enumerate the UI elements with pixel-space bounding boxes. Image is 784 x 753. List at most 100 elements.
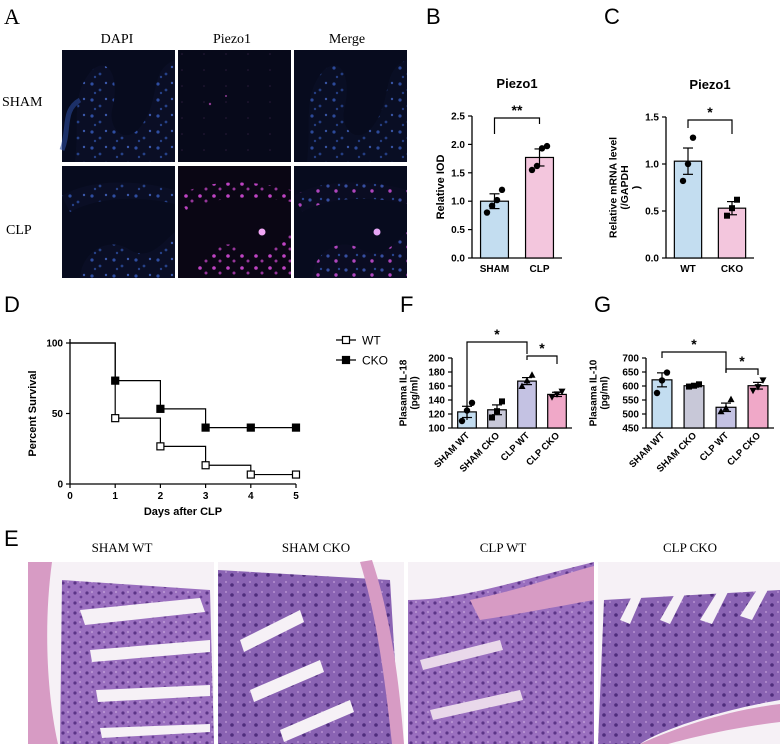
y-tick-label: 450 (622, 424, 639, 435)
y-tick-label: 0 (57, 480, 63, 491)
x-tick-label: CLP CKO (725, 430, 763, 468)
data-point (689, 134, 697, 141)
histology-row (28, 560, 780, 744)
panel-e-letter: E (4, 526, 19, 551)
survival-point-wt (111, 414, 120, 423)
panel-e-caption-sham-wt: SHAM WT (92, 540, 153, 555)
y-tick-label: 700 (622, 354, 639, 365)
x-tick-label: SHAM (480, 264, 509, 275)
data-point (734, 196, 740, 203)
data-point (493, 196, 501, 204)
histology-clp-wt (408, 562, 594, 744)
significance-bracket (687, 119, 733, 134)
x-tick-label: 2 (158, 491, 164, 502)
significance-bracket (661, 351, 727, 372)
micrograph-sham-merge (294, 50, 407, 162)
y-tick-label: 0.5 (451, 225, 465, 236)
panel-a-row-sham: SHAM (2, 95, 43, 110)
data-point (691, 382, 697, 389)
micrograph-clp-merge (294, 166, 407, 278)
panel-g-letter: G (594, 292, 611, 317)
legend-marker (341, 355, 351, 365)
data-point (696, 381, 702, 388)
legend-label-wt: WT (362, 334, 381, 348)
data-point (468, 399, 476, 406)
data-point (543, 142, 551, 150)
data-point (548, 394, 556, 401)
legend-marker (341, 335, 351, 345)
micrograph-clp-piezo1 (178, 166, 291, 278)
y-tick-label: 0.5 (645, 207, 659, 218)
chart-title: Piezo1 (496, 76, 537, 91)
y-tick-label: 500 (622, 410, 639, 421)
data-point (722, 404, 730, 411)
data-point (749, 387, 757, 395)
histology-clp-cko (598, 562, 780, 744)
panel-d-letter: D (4, 292, 20, 317)
data-point (528, 166, 536, 174)
data-point (533, 162, 541, 170)
bar-wt (673, 160, 703, 259)
significance-label: * (539, 340, 545, 356)
significance-bracket (466, 341, 528, 420)
y-tick-label: 50 (52, 409, 64, 420)
significance-bracket (526, 355, 558, 364)
micrograph-clp-dapi (62, 166, 175, 278)
significance-label: * (707, 104, 713, 120)
y-tick-label: 180 (428, 368, 445, 379)
panel-a-col-dapi: DAPI (101, 32, 134, 47)
significance-label: * (494, 326, 500, 342)
significance-bracket (725, 368, 759, 375)
y-tick-label: 650 (622, 368, 639, 379)
data-point (724, 212, 730, 219)
x-tick-label: WT (680, 264, 696, 275)
y-tick-label: 2.0 (451, 140, 465, 151)
y-tick-label: 100 (428, 424, 445, 435)
data-point (727, 395, 735, 403)
data-point (663, 369, 671, 376)
bar-clp-cko (747, 385, 769, 429)
y-tick-label: 100 (46, 339, 63, 350)
micrograph-sham-piezo1 (178, 50, 291, 162)
y-tick-label: 160 (428, 382, 445, 393)
chart-c: 0.0 0.5 1.0 1.5 Piezo1 Relative mRNA level(/G… (607, 77, 754, 275)
data-point (553, 391, 561, 398)
significance-label: * (691, 336, 697, 352)
y-axis-label: Percent Survival (27, 370, 39, 456)
data-point (498, 186, 506, 194)
survival-point-wt (201, 461, 210, 470)
panel-e-caption-sham-cko: SHAM CKO (282, 540, 350, 555)
x-tick-label: CKO (721, 264, 743, 275)
significance-bracket (493, 117, 541, 134)
data-point (494, 408, 500, 415)
panel-a-letter: A (4, 4, 20, 29)
y-tick-label: 600 (622, 382, 639, 393)
data-point (499, 398, 505, 405)
significance-label: * (739, 353, 745, 369)
micrograph-sham-dapi (59, 50, 175, 162)
y-axis-label: Relative mRNA level(/GAPDH) (607, 137, 642, 238)
bar-sham (479, 200, 510, 259)
data-point (754, 384, 762, 391)
data-point (684, 160, 692, 168)
survival-point-cko (156, 404, 165, 413)
survival-point-wt (156, 442, 165, 451)
data-point (759, 377, 767, 384)
survival-point-wt (246, 470, 255, 479)
y-tick-label: 1.5 (645, 113, 659, 124)
data-point (488, 202, 496, 209)
histology-sham-wt (28, 562, 214, 744)
fluorescence-grid (59, 50, 407, 278)
data-point (729, 205, 735, 212)
data-point (483, 209, 491, 216)
bar-sham-cko (683, 385, 705, 429)
significance-label: ** (512, 102, 523, 118)
y-tick-label: 1.0 (451, 197, 465, 208)
chart-title: Piezo1 (689, 77, 730, 92)
data-point (458, 417, 466, 425)
y-tick-label: 2.5 (451, 112, 465, 123)
survival-point-wt (291, 470, 301, 479)
y-tick-label: 200 (428, 354, 445, 365)
